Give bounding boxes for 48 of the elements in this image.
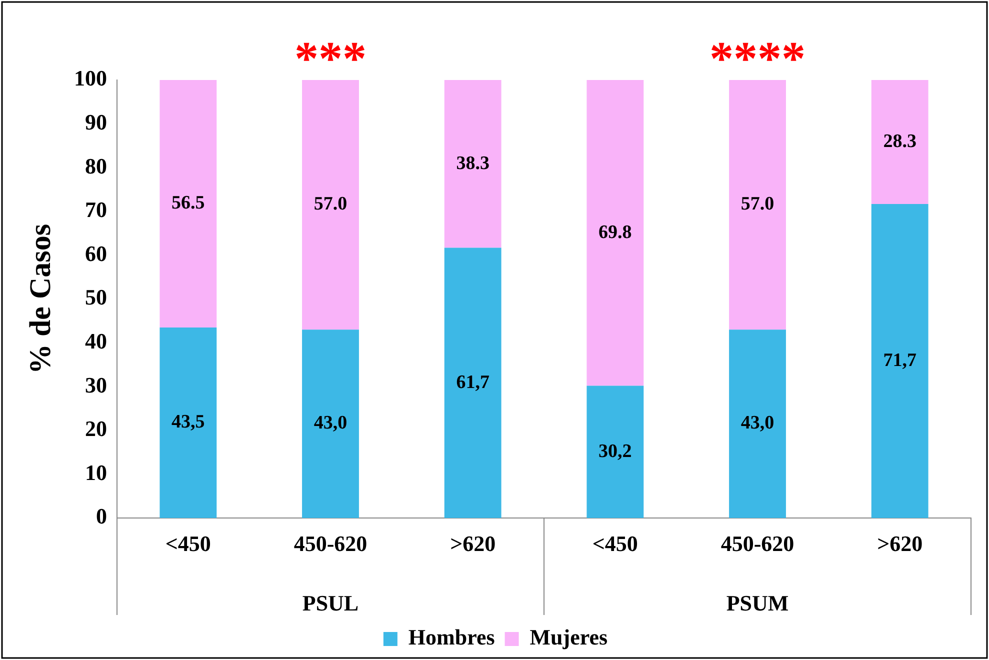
text: PSUM	[726, 590, 789, 616]
bar	[871, 80, 928, 204]
data-label: 57.0	[314, 194, 348, 215]
y-tick-label: 80	[85, 153, 107, 178]
bar	[444, 80, 502, 248]
x-tick-label: <450	[592, 530, 638, 556]
bar	[302, 330, 359, 518]
bar	[871, 204, 928, 518]
bar	[302, 80, 359, 330]
annotation: ****	[710, 32, 806, 86]
x-tick-label: <450	[165, 530, 211, 556]
data-label: 61,7	[456, 372, 490, 393]
y-tick-label: 0	[96, 504, 107, 529]
x-tick-label: >620	[877, 530, 923, 556]
y-tick-label: 70	[85, 197, 107, 222]
legend-label: Mujeres	[530, 624, 608, 650]
bar	[586, 80, 644, 386]
x-tick-label: 450-620	[720, 530, 794, 556]
data-label: 57.0	[740, 194, 774, 215]
y-axis-title: % de Casos	[24, 224, 57, 374]
y-tick-label: 40	[85, 328, 107, 354]
annotation: ***	[294, 32, 366, 86]
data-label: 56.5	[172, 192, 205, 214]
y-tick-label: 100	[74, 66, 107, 91]
data-label: 71,7	[883, 350, 917, 371]
data-label: 43,0	[740, 412, 774, 434]
bar	[160, 327, 217, 518]
y-tick-label: 90	[85, 109, 107, 134]
bar	[160, 80, 217, 328]
y-tick-label: 10	[85, 460, 107, 485]
y-tick-label: 50	[85, 284, 107, 310]
bar	[586, 386, 644, 518]
x-tick-label: >620	[450, 530, 496, 556]
data-label: 38.3	[456, 152, 490, 174]
legend-label: Hombres	[408, 624, 496, 650]
x-tick-label: 450-620	[294, 530, 368, 556]
data-label: 30,2	[598, 440, 632, 462]
bar	[444, 248, 502, 518]
data-label: 69.8	[598, 222, 632, 243]
data-label: 43,0	[314, 412, 348, 434]
y-tick-label: 20	[85, 416, 107, 442]
y-tick-label: 30	[85, 372, 107, 398]
text: PSUL	[302, 590, 359, 616]
y-tick-label: 60	[85, 240, 107, 266]
data-label: 43,5	[172, 412, 205, 433]
bar	[729, 330, 786, 518]
bar	[729, 80, 786, 330]
data-label: 28.3	[883, 130, 916, 152]
